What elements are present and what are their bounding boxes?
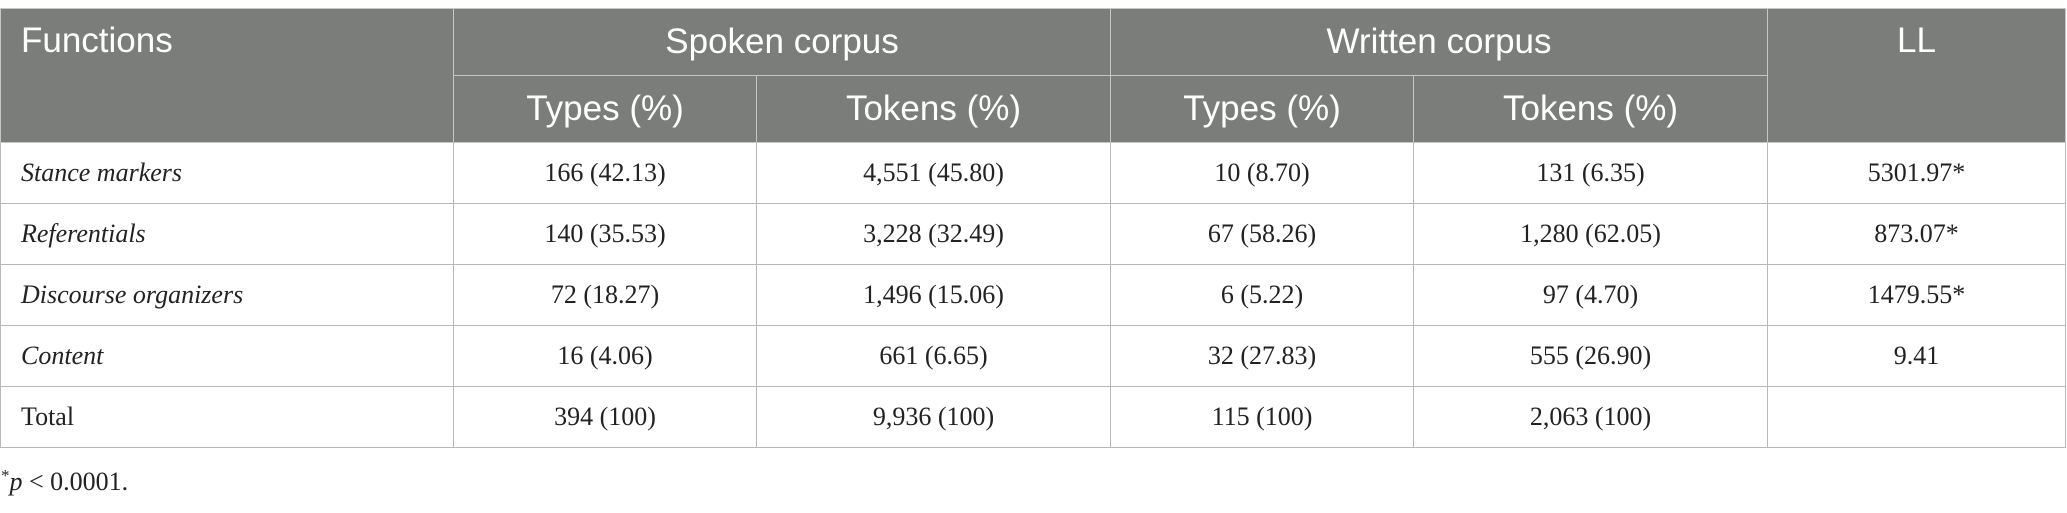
cell-spoken-types: 16 (4.06)	[453, 325, 757, 387]
cell-spoken-tokens: 9,936 (100)	[755, 386, 1112, 448]
footnote-symbol: *	[1, 466, 10, 485]
cell-spoken-tokens: 1,496 (15.06)	[755, 264, 1112, 326]
cell-spoken-tokens: 3,228 (32.49)	[755, 203, 1112, 265]
table-row-total: Total 394 (100) 9,936 (100) 115 (100) 2,…	[0, 386, 2067, 448]
cell-written-tokens: 131 (6.35)	[1413, 142, 1769, 204]
cell-written-tokens: 555 (26.90)	[1413, 325, 1769, 387]
cell-written-tokens: 1,280 (62.05)	[1413, 203, 1769, 265]
header-written-types: Types (%)	[1110, 75, 1415, 143]
cell-spoken-types: 394 (100)	[453, 386, 757, 448]
cell-written-tokens: 2,063 (100)	[1413, 386, 1769, 448]
footnote-variable: p	[9, 467, 23, 496]
row-function-label: Total	[0, 386, 454, 448]
row-function-label: Referentials	[0, 203, 454, 265]
header-ll: LL	[1767, 8, 2067, 143]
row-function-label: Discourse organizers	[0, 264, 454, 326]
data-table-container: Functions Spoken corpus Written corpus L…	[0, 8, 2067, 448]
cell-written-types: 67 (58.26)	[1110, 203, 1415, 265]
cell-written-tokens: 97 (4.70)	[1413, 264, 1769, 326]
header-spoken-types: Types (%)	[453, 75, 757, 143]
cell-written-types: 115 (100)	[1110, 386, 1415, 448]
row-function-label: Stance markers	[0, 142, 454, 204]
table-footnote: *p < 0.0001.	[1, 466, 128, 497]
cell-written-types: 32 (27.83)	[1110, 325, 1415, 387]
header-spoken-corpus: Spoken corpus	[452, 8, 1112, 76]
header-spoken-tokens: Tokens (%)	[755, 75, 1112, 143]
table-row: Referentials 140 (35.53) 3,228 (32.49) 6…	[0, 203, 2067, 265]
table-header: Functions Spoken corpus Written corpus L…	[0, 8, 2067, 143]
cell-ll: 873.07*	[1767, 203, 2067, 265]
cell-ll: 5301.97*	[1767, 142, 2067, 204]
header-functions: Functions	[0, 8, 454, 143]
table-row: Content 16 (4.06) 661 (6.65) 32 (27.83) …	[0, 325, 2067, 387]
table-row: Discourse organizers 72 (18.27) 1,496 (1…	[0, 264, 2067, 326]
row-function-label: Content	[0, 325, 454, 387]
cell-ll: 9.41	[1767, 325, 2067, 387]
cell-spoken-tokens: 4,551 (45.80)	[755, 142, 1112, 204]
cell-spoken-types: 140 (35.53)	[453, 203, 757, 265]
table-row: Stance markers 166 (42.13) 4,551 (45.80)…	[0, 142, 2067, 204]
cell-spoken-types: 166 (42.13)	[453, 142, 757, 204]
corpus-functions-table: Functions Spoken corpus Written corpus L…	[0, 8, 2067, 448]
header-written-tokens: Tokens (%)	[1413, 75, 1769, 143]
cell-spoken-tokens: 661 (6.65)	[755, 325, 1112, 387]
cell-ll: 1479.55*	[1767, 264, 2067, 326]
cell-spoken-types: 72 (18.27)	[453, 264, 757, 326]
footnote-text: < 0.0001.	[22, 467, 129, 496]
cell-written-types: 10 (8.70)	[1110, 142, 1415, 204]
header-written-corpus: Written corpus	[1110, 8, 1769, 76]
cell-written-types: 6 (5.22)	[1110, 264, 1415, 326]
cell-ll	[1767, 386, 2067, 448]
table-body: Stance markers 166 (42.13) 4,551 (45.80)…	[0, 142, 2067, 448]
